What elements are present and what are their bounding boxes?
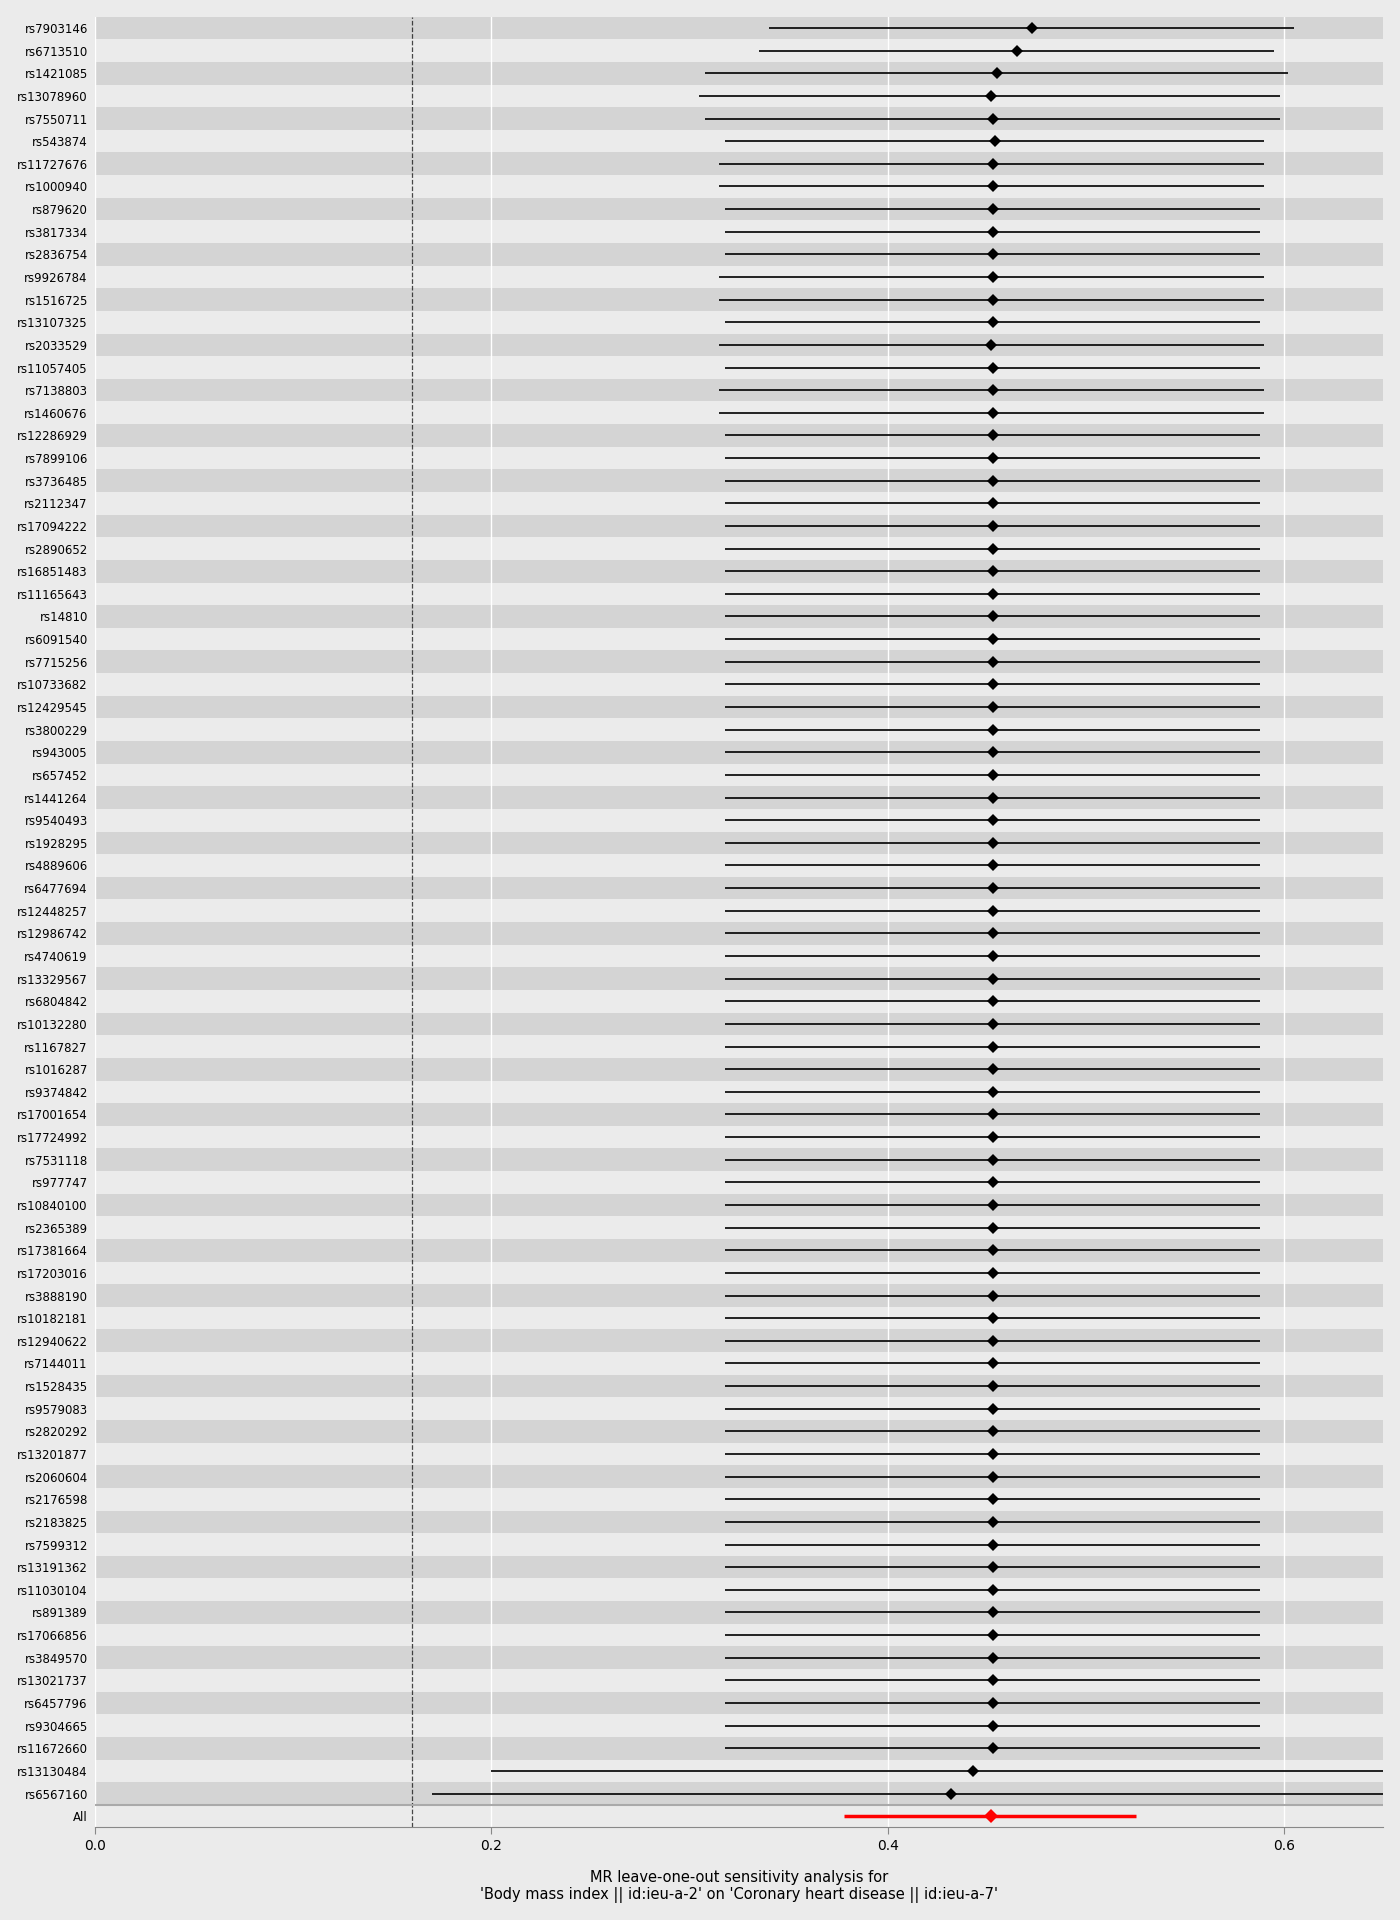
Bar <box>95 1668 1383 1692</box>
Bar <box>95 1511 1383 1534</box>
Bar <box>95 198 1383 221</box>
Bar <box>95 787 1383 808</box>
Bar <box>95 1352 1383 1375</box>
Bar <box>95 1759 1383 1782</box>
Bar <box>95 378 1383 401</box>
Bar <box>95 84 1383 108</box>
Bar <box>95 1555 1383 1578</box>
Bar <box>95 1194 1383 1215</box>
Bar <box>95 1148 1383 1171</box>
Bar <box>95 1125 1383 1148</box>
Bar <box>95 244 1383 265</box>
Bar <box>95 1715 1383 1738</box>
Bar <box>95 968 1383 991</box>
Bar <box>95 108 1383 131</box>
Bar <box>95 718 1383 741</box>
Bar <box>95 1171 1383 1194</box>
Bar <box>95 695 1383 718</box>
Bar <box>95 1578 1383 1601</box>
Bar <box>95 1645 1383 1668</box>
Bar <box>95 492 1383 515</box>
Bar <box>95 1782 1383 1805</box>
Bar <box>95 334 1383 357</box>
Bar <box>95 221 1383 244</box>
Bar <box>95 447 1383 468</box>
Bar <box>95 175 1383 198</box>
Bar <box>95 854 1383 877</box>
Bar <box>95 288 1383 311</box>
Bar <box>95 1601 1383 1624</box>
Bar <box>95 899 1383 922</box>
Bar <box>95 1104 1383 1125</box>
Bar <box>95 877 1383 899</box>
Bar <box>95 1035 1383 1058</box>
Bar <box>95 1421 1383 1442</box>
Bar <box>95 265 1383 288</box>
Bar <box>95 1238 1383 1261</box>
Bar <box>95 1284 1383 1308</box>
Bar <box>95 561 1383 582</box>
Bar <box>95 1488 1383 1511</box>
Bar <box>95 17 1383 38</box>
Bar <box>95 424 1383 447</box>
Bar <box>95 1624 1383 1645</box>
Bar <box>95 1534 1383 1555</box>
X-axis label: MR leave-one-out sensitivity analysis for
'Body mass index || id:ieu-a-2' on 'Co: MR leave-one-out sensitivity analysis fo… <box>480 1870 998 1903</box>
Bar <box>95 741 1383 764</box>
Bar <box>95 152 1383 175</box>
Bar <box>95 515 1383 538</box>
Bar <box>95 674 1383 695</box>
Bar <box>95 651 1383 674</box>
Bar <box>95 38 1383 61</box>
Bar <box>95 1465 1383 1488</box>
Bar <box>95 1058 1383 1081</box>
Bar <box>95 628 1383 651</box>
Bar <box>95 582 1383 605</box>
Bar <box>95 764 1383 787</box>
Bar <box>95 831 1383 854</box>
Bar <box>95 1738 1383 1759</box>
Bar <box>95 61 1383 84</box>
Bar <box>95 1692 1383 1715</box>
Bar <box>95 922 1383 945</box>
Bar <box>95 808 1383 831</box>
Bar <box>95 1398 1383 1421</box>
Bar <box>95 1012 1383 1035</box>
Bar <box>95 991 1383 1012</box>
Bar <box>95 1081 1383 1104</box>
Bar <box>95 605 1383 628</box>
Bar <box>95 1261 1383 1284</box>
Bar <box>95 945 1383 968</box>
Bar <box>95 357 1383 378</box>
Bar <box>95 1805 1383 1828</box>
Bar <box>95 1329 1383 1352</box>
Bar <box>95 1442 1383 1465</box>
Bar <box>95 1375 1383 1398</box>
Bar <box>95 538 1383 561</box>
Bar <box>95 1308 1383 1329</box>
Bar <box>95 131 1383 152</box>
Bar <box>95 311 1383 334</box>
Bar <box>95 468 1383 492</box>
Bar <box>95 1215 1383 1238</box>
Bar <box>95 401 1383 424</box>
